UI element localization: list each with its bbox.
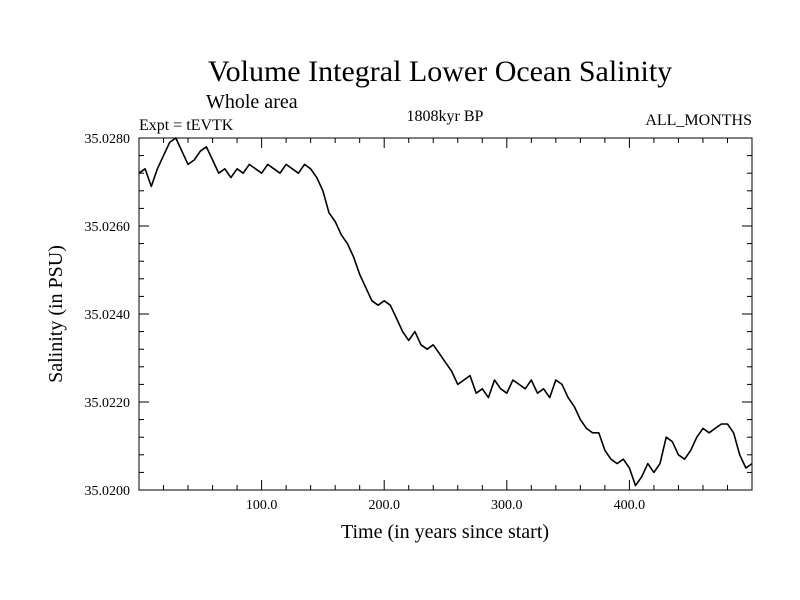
y-axis-label: Salinity (in PSU) [45, 245, 67, 383]
y-tick-label: 35.0240 [85, 308, 131, 323]
y-tick-label: 35.0200 [85, 484, 131, 499]
plot-frame [138, 137, 753, 491]
annotation-months: ALL_MONTHS [645, 112, 752, 129]
x-tick-labels: 100.0 200.0 300.0 400.0 [246, 498, 645, 513]
chart-title: Volume Integral Lower Ocean Salinity [208, 55, 672, 88]
salinity-series-line [138, 137, 753, 487]
major-ticks [139, 138, 752, 490]
annotation-period: 1808kyr BP [407, 108, 484, 125]
x-tick-label: 300.0 [491, 498, 523, 513]
chart-subtitle: Whole area [206, 91, 298, 113]
minor-ticks [139, 138, 752, 490]
y-tick-label: 35.0280 [85, 132, 131, 147]
y-tick-label: 35.0260 [85, 220, 131, 235]
y-tick-labels: 35.0200 35.0220 35.0240 35.0260 35.0280 [85, 132, 131, 499]
x-tick-label: 200.0 [368, 498, 400, 513]
x-axis-label: Time (in years since start) [341, 521, 549, 543]
annotation-experiment: Expt = tEVTK [139, 117, 234, 134]
y-tick-label: 35.0220 [85, 396, 131, 411]
x-tick-label: 400.0 [614, 498, 646, 513]
x-tick-label: 100.0 [246, 498, 278, 513]
